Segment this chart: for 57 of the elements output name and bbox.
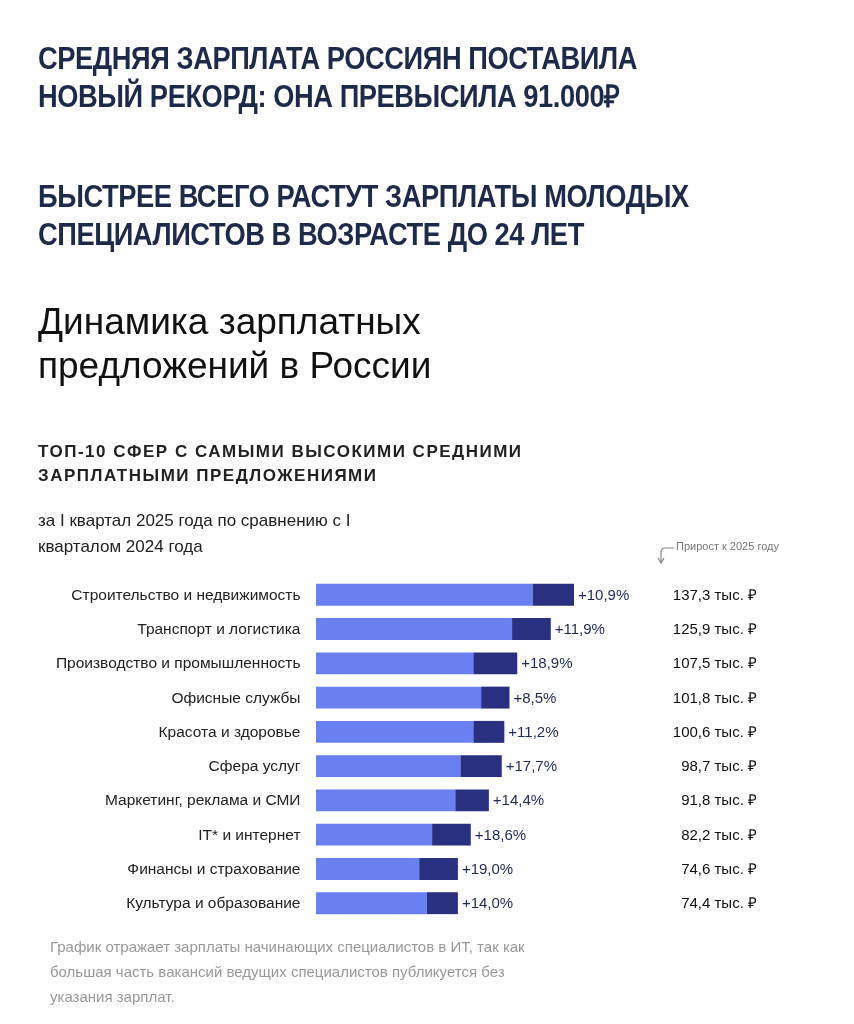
annotation: +19,0%: [461, 859, 514, 877]
text: 82,2 тыс. ₽: [681, 825, 757, 843]
text: 101,8 тыс. ₽: [672, 688, 757, 706]
text: за I квартал 2025 года по сравнению с I кварталом 2024 года: [38, 510, 352, 558]
annotation: +18,6%: [474, 825, 527, 843]
text: СРЕДНЯЯ ЗАРПЛАТА РОССИЯН ПОСТАВИЛА НОВЫЙ РЕКОРД: ОНА ПРЕВЫСИЛА 91.000₽: [38, 40, 638, 116]
annotation: +11,2%: [508, 722, 559, 740]
bar: [532, 583, 574, 606]
y-tick-label: Офисные службы: [171, 688, 301, 706]
chart-title: Динамика зарплатных предложений в России: [38, 300, 433, 388]
bar: [316, 857, 420, 880]
bar: [316, 618, 513, 641]
bar: [426, 892, 458, 915]
text: 74,6 тыс. ₽: [681, 859, 757, 877]
annotation: +11,9%: [554, 620, 605, 638]
bar: [316, 686, 482, 709]
annotation: +8,5%: [513, 688, 557, 706]
bar: [419, 857, 458, 880]
bar: [316, 789, 456, 812]
bar: [316, 823, 433, 846]
text: 98,7 тыс. ₽: [681, 757, 757, 775]
y-tick-label: Маркетинг, реклама и СМИ: [104, 791, 301, 809]
y-tick-label: Красота и здоровье: [158, 722, 301, 740]
annotation: +18,9%: [521, 654, 573, 672]
bar: [316, 583, 533, 606]
bar: [316, 652, 474, 675]
text: 107,5 тыс. ₽: [672, 654, 757, 672]
y-tick-label: Производство и промышленность: [55, 654, 301, 672]
bar: [512, 618, 551, 641]
text: БЫСТРЕЕ ВСЕГО РАСТУТ ЗАРПЛАТЫ МОЛОДЫХ СПЕЦИАЛИСТОВ В ВОЗРАСТЕ ДО 24 ЛЕТ: [38, 178, 690, 254]
bar: [473, 720, 505, 743]
y-tick-label: Сфера услуг: [208, 757, 301, 775]
y-tick-label: IT* и интернет: [198, 825, 301, 843]
text: График отражает зарплаты начинающих специалистов в ИТ, так как большая часть вакансий ведущих специалистов публикуется без указания зарплат.: [50, 937, 526, 1007]
bar: [460, 755, 502, 778]
y-tick-label: Транспорт и логистика: [137, 620, 301, 638]
bar: [473, 652, 518, 675]
annotation: +17,7%: [505, 757, 558, 775]
bar: [481, 686, 510, 709]
y-tick-label: Финансы и страхование: [127, 859, 301, 877]
bar: [432, 823, 471, 846]
text: 137,3 тыс. ₽: [672, 585, 757, 603]
annotation: +14,4%: [492, 791, 545, 809]
text: 125,9 тыс. ₽: [672, 620, 757, 638]
bar: [316, 892, 427, 915]
bar: [316, 755, 461, 778]
text: +10,9%: [578, 585, 630, 603]
text: Прирост к 2025 году: [676, 540, 779, 552]
y-tick-label: Культура и образование: [126, 894, 301, 912]
bar: [455, 789, 489, 812]
bar: [316, 720, 474, 743]
annotation: +14,0%: [461, 894, 514, 912]
y-tick-label: Строительство и недвижимость: [71, 585, 301, 603]
text: 74,4 тыс. ₽: [681, 894, 757, 912]
chart-subtitle: ТОП-10 СФЕР С САМЫМИ ВЫСОКИМИ СРЕДНИМИ ЗАРПЛАТНЫМИ ПРЕДЛОЖЕНИЯМИ: [38, 441, 524, 487]
text: 100,6 тыс. ₽: [672, 722, 757, 740]
text: 91,8 тыс. ₽: [681, 791, 757, 809]
